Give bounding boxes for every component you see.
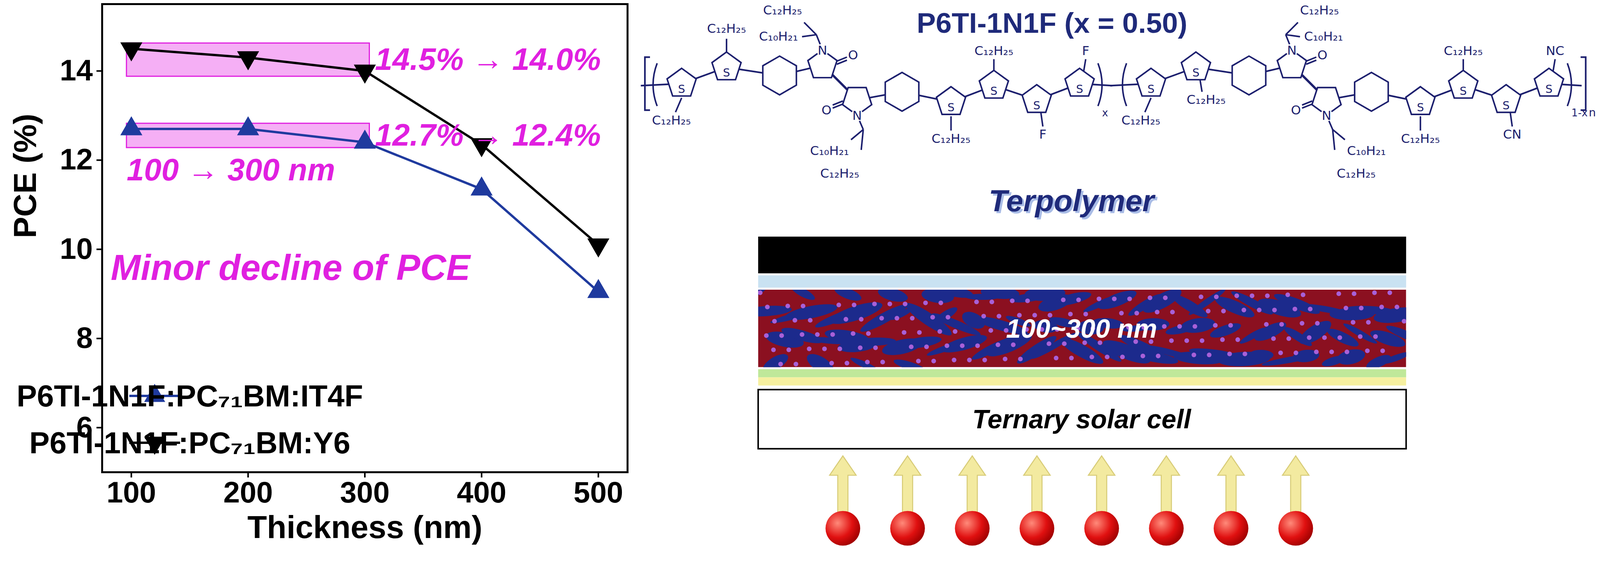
svg-text:P6TI-1N1F (x = 0.50): P6TI-1N1F (x = 0.50) xyxy=(916,7,1188,39)
svg-text:C₁₂H₂₅: C₁₂H₂₅ xyxy=(1186,92,1226,108)
svg-text:S: S xyxy=(678,82,686,96)
svg-text:S: S xyxy=(990,84,998,98)
svg-text:O: O xyxy=(821,102,832,118)
svg-text:S: S xyxy=(1459,84,1467,98)
svg-text:S: S xyxy=(1192,66,1200,80)
svg-text:C₁₂H₂₅: C₁₂H₂₅ xyxy=(1300,2,1340,18)
svg-text:C₁₂H₂₅: C₁₂H₂₅ xyxy=(763,2,803,18)
svg-text:S: S xyxy=(1416,100,1424,115)
svg-text:O: O xyxy=(1291,102,1302,118)
svg-text:500: 500 xyxy=(573,475,624,509)
svg-text:S: S xyxy=(1502,98,1510,113)
svg-text:400: 400 xyxy=(456,475,507,509)
svg-text:C₁₂H₂₅: C₁₂H₂₅ xyxy=(820,166,860,181)
svg-text:PCE (%): PCE (%) xyxy=(7,113,43,239)
svg-text:S: S xyxy=(947,100,955,115)
svg-text:Ternary solar cell: Ternary solar cell xyxy=(972,404,1192,434)
svg-text:O: O xyxy=(848,47,859,63)
svg-text:14.5% → 14.0%: 14.5% → 14.0% xyxy=(375,41,601,77)
svg-text:C₁₂H₂₅: C₁₂H₂₅ xyxy=(1400,131,1440,147)
svg-text:100: 100 xyxy=(106,475,157,509)
svg-text:C₁₂H₂₅: C₁₂H₂₅ xyxy=(974,43,1014,59)
svg-text:C₁₂H₂₅: C₁₂H₂₅ xyxy=(651,112,692,128)
svg-text:Minor decline of PCE: Minor decline of PCE xyxy=(110,247,472,288)
svg-text:10: 10 xyxy=(59,232,93,266)
svg-text:N: N xyxy=(852,108,862,124)
svg-text:S: S xyxy=(1545,82,1553,96)
svg-text:12.7% → 12.4%: 12.7% → 12.4% xyxy=(375,117,601,153)
svg-text:n: n xyxy=(1588,105,1596,120)
svg-text:CN: CN xyxy=(1503,126,1522,142)
svg-text:Terpolymer: Terpolymer xyxy=(988,183,1156,218)
svg-text:8: 8 xyxy=(76,321,93,355)
svg-text:S: S xyxy=(1033,98,1041,113)
svg-text:N: N xyxy=(1321,108,1332,124)
svg-text:Thickness (nm): Thickness (nm) xyxy=(247,509,483,545)
svg-text:N: N xyxy=(1287,42,1297,58)
svg-text:P6TI-1N1F:PC₇₁BM:IT4F: P6TI-1N1F:PC₇₁BM:IT4F xyxy=(16,378,364,414)
svg-text:S: S xyxy=(1076,82,1084,96)
svg-text:C₁₀H₂₁: C₁₀H₂₁ xyxy=(810,143,850,159)
svg-text:F: F xyxy=(1082,43,1090,59)
svg-text:200: 200 xyxy=(223,475,274,509)
svg-text:S: S xyxy=(1147,82,1155,96)
svg-text:C₁₂H₂₅: C₁₂H₂₅ xyxy=(1121,112,1161,128)
svg-text:C₁₂H₂₅: C₁₂H₂₅ xyxy=(1336,166,1376,181)
svg-text:C₁₀H₂₁: C₁₀H₂₁ xyxy=(1346,143,1386,159)
svg-text:NC: NC xyxy=(1545,43,1565,59)
svg-text:100~300 nm: 100~300 nm xyxy=(1005,314,1158,344)
svg-text:O: O xyxy=(1317,47,1328,63)
svg-text:N: N xyxy=(817,42,827,58)
svg-text:100 → 300 nm: 100 → 300 nm xyxy=(126,152,336,188)
svg-text:C₁₀H₂₁: C₁₀H₂₁ xyxy=(758,28,799,44)
svg-text:F: F xyxy=(1039,126,1047,142)
svg-text:C₁₂H₂₅: C₁₂H₂₅ xyxy=(1443,43,1483,59)
svg-text:12: 12 xyxy=(59,142,93,176)
svg-text:C₁₂H₂₅: C₁₂H₂₅ xyxy=(931,131,971,147)
svg-text:C₁₂H₂₅: C₁₂H₂₅ xyxy=(707,21,747,36)
svg-text:C₁₀H₂₁: C₁₀H₂₁ xyxy=(1303,28,1343,44)
svg-text:S: S xyxy=(723,66,731,80)
svg-text:300: 300 xyxy=(340,475,390,509)
svg-text:P6TI-1N1F:PC₇₁BM:Y6: P6TI-1N1F:PC₇₁BM:Y6 xyxy=(29,425,351,461)
svg-text:x: x xyxy=(1101,107,1108,119)
svg-text:14: 14 xyxy=(59,53,93,87)
svg-text:1-x: 1-x xyxy=(1571,106,1588,119)
